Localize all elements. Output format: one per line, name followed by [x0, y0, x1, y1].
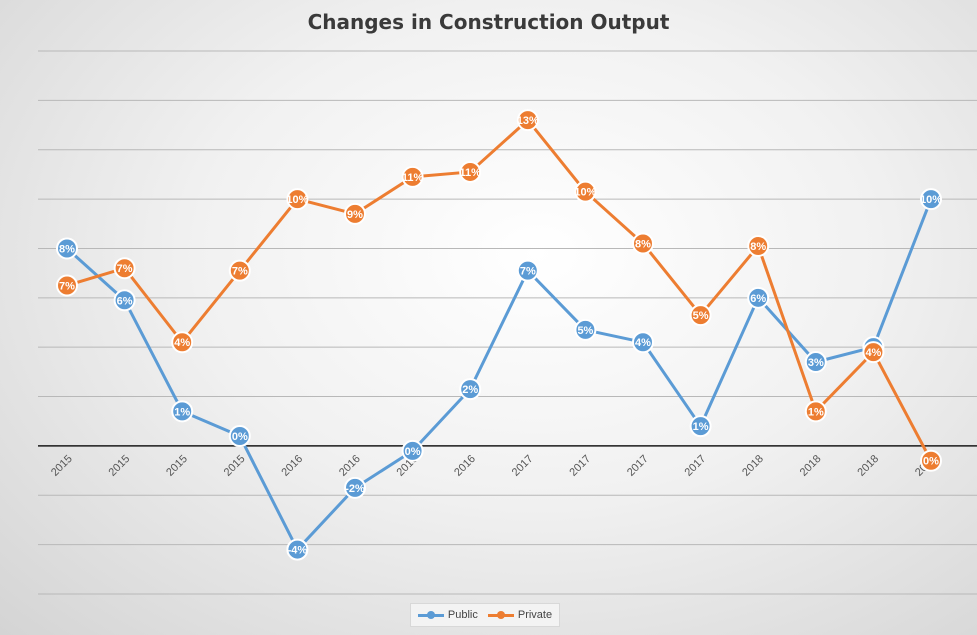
point-private [747, 234, 770, 257]
data-label-public: -4% [288, 545, 308, 557]
x-tick-label: 2017 [510, 453, 536, 479]
data-label-public: 0% [405, 446, 421, 458]
point-private [862, 341, 885, 364]
point-private [113, 257, 136, 280]
point-public [286, 538, 309, 561]
point-public [747, 286, 770, 309]
x-tick-label: 2017 [625, 453, 651, 479]
data-label-private: 8% [635, 239, 651, 251]
data-label-private: 4% [865, 347, 881, 359]
x-tick-label: 2015 [107, 453, 133, 479]
point-private [574, 180, 597, 203]
x-tick-label: 2016 [452, 453, 478, 479]
x-tick-label: 2017 [683, 453, 709, 479]
point-public [171, 400, 194, 423]
point-public [804, 350, 827, 373]
data-label-public: 10% [920, 194, 942, 206]
data-label-private: 7% [59, 280, 75, 292]
point-private [459, 160, 482, 183]
data-label-public: 6% [117, 295, 133, 307]
point-private [689, 304, 712, 327]
point-public [113, 289, 136, 312]
data-label-private: 0% [923, 456, 939, 468]
point-private [56, 274, 78, 297]
data-label-public: -2% [345, 483, 365, 495]
x-tick-label: 2016 [279, 453, 305, 479]
point-public [632, 331, 654, 354]
legend-swatch-private [487, 610, 514, 619]
legend-item-public: Public [417, 609, 478, 621]
data-label-private: 8% [750, 241, 766, 253]
x-tick-label: 2015 [164, 453, 190, 479]
point-private [286, 188, 309, 211]
point-private [171, 331, 194, 354]
data-label-private: 11% [459, 167, 481, 179]
data-label-private: 9% [347, 209, 363, 221]
data-label-private: 13% [517, 115, 539, 127]
x-tick-label: 2016 [337, 453, 363, 479]
point-public [344, 476, 366, 499]
point-public [401, 439, 424, 462]
data-label-private: 7% [117, 263, 133, 275]
x-tick-label: 2015 [49, 453, 75, 479]
point-private [228, 259, 251, 282]
point-private [804, 400, 827, 423]
x-tick-label: 2015 [222, 453, 248, 479]
data-label-private: 10% [286, 194, 308, 206]
legend-label-public: Public [447, 609, 478, 621]
data-label-public: 1% [693, 421, 709, 433]
data-label-public: 2% [462, 384, 478, 396]
data-label-public: 7% [520, 266, 536, 278]
point-private [344, 202, 366, 225]
point-public [228, 425, 251, 448]
x-tick-label: 2018 [798, 453, 824, 479]
data-label-public: 0% [232, 431, 248, 443]
point-private [920, 449, 942, 472]
legend-label-private: Private [517, 609, 553, 621]
x-tick-label: 2018 [855, 453, 881, 479]
data-label-private: 10% [574, 187, 596, 199]
point-private [401, 165, 424, 188]
legend-swatch-public [417, 610, 444, 619]
data-label-private: 1% [808, 406, 824, 418]
data-label-public: 6% [750, 293, 766, 305]
legend: Public Private [410, 603, 560, 627]
point-private [516, 109, 539, 132]
x-tick-label: 2017 [567, 453, 593, 479]
data-label-private: 7% [232, 266, 248, 278]
data-label-public: 4% [635, 337, 651, 349]
chart-title: Changes in Construction Output [307, 10, 670, 34]
data-label-public: 5% [577, 325, 593, 337]
data-label-private: 11% [402, 172, 424, 184]
data-label-private: 4% [174, 337, 190, 349]
point-private [632, 232, 654, 255]
point-public [920, 188, 942, 211]
point-public [516, 259, 539, 282]
series-line-private [66, 118, 933, 462]
point-public [574, 318, 597, 341]
data-label-private: 5% [693, 310, 709, 322]
data-label-public: 1% [174, 406, 190, 418]
x-tick-label: 2018 [740, 453, 766, 479]
legend-item-private: Private [487, 609, 553, 621]
data-label-public: 3% [808, 357, 824, 369]
point-public [459, 378, 482, 401]
data-label-public: 8% [59, 243, 75, 255]
point-public [56, 237, 78, 260]
point-public [689, 415, 712, 438]
